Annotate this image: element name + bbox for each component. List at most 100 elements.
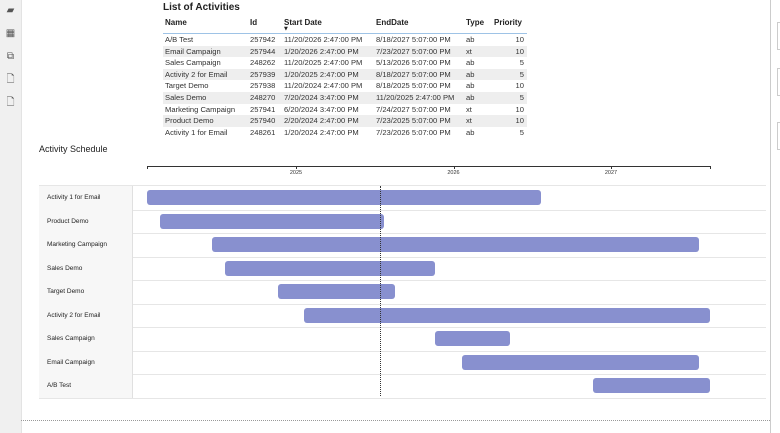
gantt-row: Marketing Campaign — [39, 233, 766, 258]
gantt-row: Activity 2 for Email — [39, 303, 766, 328]
column-header-end-date[interactable]: EndDate — [376, 18, 409, 27]
cell-id: 257938 — [250, 81, 276, 91]
cell-priority: 10 — [515, 46, 524, 56]
cell-priority: 10 — [515, 116, 524, 126]
task-bar[interactable] — [160, 213, 384, 229]
cell-type: ab — [466, 58, 475, 68]
dax-query-icon[interactable]: 🗋 — [6, 74, 15, 85]
chart-title: Activity Schedule — [39, 144, 108, 154]
table-row[interactable]: Activity 2 for Email 257939 1/20/2025 2:47… — [163, 68, 527, 81]
cell-name: Sales Demo — [165, 93, 207, 102]
task-name: A/B Test — [47, 382, 72, 389]
gantt-row: Sales Campaign — [39, 327, 766, 352]
report-icon[interactable]: ▰ — [6, 5, 15, 16]
cell-type: ab — [466, 127, 475, 137]
cell-name: Marketing Campaign — [165, 104, 236, 114]
cell-type: xt — [466, 104, 472, 114]
left-view-bar: ▰ ▦ ⧉ 🗋 🗋 — [0, 0, 22, 433]
today-line — [380, 186, 382, 396]
table-row[interactable]: Product Demo 257940 2/20/2024 2:47:00 PM 7/… — [163, 115, 527, 127]
tmdl-icon[interactable]: 🗋 — [6, 97, 15, 108]
cell-priority: 5 — [519, 69, 524, 79]
task-bar[interactable] — [304, 307, 710, 323]
gantt-row: Email Campaign — [39, 350, 766, 375]
cell-name: Activity 1 for Email — [165, 127, 228, 137]
column-header-id[interactable]: Id — [250, 18, 258, 27]
cell-end-date: 7/23/2027 5:07:00 PM — [376, 46, 451, 56]
cell-type: xt — [466, 116, 472, 126]
cell-id: 257939 — [250, 69, 276, 79]
task-bar[interactable] — [277, 284, 395, 299]
task-label: Activity 1 for Email — [39, 186, 133, 210]
cell-priority: 5 — [519, 93, 524, 102]
task-name: Email Campaign — [47, 358, 95, 366]
cell-type: ab — [466, 93, 475, 102]
cell-end-date: 11/20/2025 2:47:00 PM — [376, 93, 455, 102]
task-bar[interactable] — [224, 260, 436, 276]
cell-start-date: 11/20/2024 2:47:00 PM — [284, 81, 363, 91]
cell-type: ab — [466, 35, 475, 44]
cell-start-date: 1/20/2024 2:47:00 PM — [284, 127, 359, 137]
task-bar[interactable] — [146, 190, 542, 205]
cell-end-date: 7/24/2027 5:07:00 PM — [376, 104, 451, 114]
task-bar[interactable] — [435, 331, 511, 346]
task-bar[interactable] — [461, 354, 699, 370]
header-divider — [163, 33, 527, 34]
cell-id: 248270 — [250, 93, 276, 102]
axis-tick — [611, 166, 612, 169]
filter-card[interactable] — [777, 22, 780, 50]
task-name: Product Demo — [47, 217, 89, 225]
cell-priority: 10 — [515, 35, 524, 44]
table-row[interactable]: Sales Campaign 248262 11/20/2025 2:47:00 P… — [163, 57, 527, 69]
gantt-row: Sales Demo — [39, 256, 766, 281]
task-label: A/B Test — [39, 374, 133, 398]
cell-start-date: 1/20/2026 2:47:00 PM — [284, 46, 359, 56]
cell-end-date: 8/18/2027 5:07:00 PM — [376, 35, 451, 44]
cell-end-date: 5/13/2026 5:07:00 PM — [376, 58, 451, 68]
gantt-row: A/B Test — [39, 374, 766, 399]
task-bar[interactable] — [212, 237, 700, 252]
table-row[interactable]: Marketing Campaign 257941 6/20/2024 3:47:0… — [163, 104, 527, 116]
table-row[interactable]: Email Campaign 257944 1/20/2026 2:47:00 PM… — [163, 45, 527, 58]
filter-card[interactable] — [777, 122, 780, 150]
task-label: Email Campaign — [39, 350, 133, 374]
cell-end-date: 7/23/2025 5:07:00 PM — [376, 116, 451, 126]
cell-name: Sales Campaign — [165, 58, 221, 68]
gantt-row: Activity 1 for Email — [39, 186, 766, 211]
task-label: Activity 2 for Email — [39, 303, 133, 327]
column-header-start-date[interactable]: Start Date — [284, 18, 322, 27]
cell-name: Target Demo — [165, 81, 209, 91]
table-title: List of Activities — [163, 2, 240, 13]
table-row[interactable]: Activity 1 for Email 248261 1/20/2024 2:47… — [163, 127, 527, 139]
column-header-type[interactable]: Type — [466, 18, 485, 27]
cell-type: xt — [466, 46, 472, 56]
table-row[interactable]: A/B Test 257942 11/20/2026 2:47:00 PM 8/18/… — [163, 34, 527, 46]
axis-tick-label: 2026 — [447, 170, 460, 176]
task-name: Target Demo — [47, 288, 85, 295]
filter-card[interactable] — [777, 68, 780, 96]
cell-name: Activity 2 for Email — [165, 69, 228, 79]
time-axis — [147, 166, 710, 167]
cell-end-date: 7/23/2026 5:07:00 PM — [376, 127, 451, 137]
task-label: Marketing Campaign — [39, 233, 133, 257]
column-header-priority[interactable]: Priority — [494, 18, 523, 27]
page-boundary — [21, 420, 770, 421]
task-label: Target Demo — [39, 280, 133, 304]
model-icon[interactable]: ⧉ — [6, 51, 15, 62]
table-icon[interactable]: ▦ — [5, 28, 16, 39]
axis-tick-label: 2025 — [289, 170, 303, 176]
axis-tick — [296, 166, 297, 169]
cell-name: Email Campaign — [165, 46, 221, 56]
cell-end-date: 8/18/2027 5:07:00 PM — [376, 69, 451, 79]
column-header-name[interactable]: Name — [165, 18, 187, 27]
table-row[interactable]: Target Demo 257938 11/20/2024 2:47:00 PM 8/… — [163, 80, 527, 92]
cell-id: 257940 — [250, 116, 276, 126]
task-label: Product Demo — [39, 209, 133, 233]
task-bar[interactable] — [592, 378, 710, 393]
filters-pane — [770, 0, 780, 433]
table-row[interactable]: Sales Demo 248270 7/20/2024 3:47:00 PM 11/2… — [163, 92, 527, 104]
cell-start-date: 6/20/2024 3:47:00 PM — [284, 104, 359, 114]
cell-name: A/B Test — [165, 35, 194, 44]
cell-priority: 5 — [519, 127, 524, 137]
task-name: Marketing Campaign — [47, 241, 107, 248]
